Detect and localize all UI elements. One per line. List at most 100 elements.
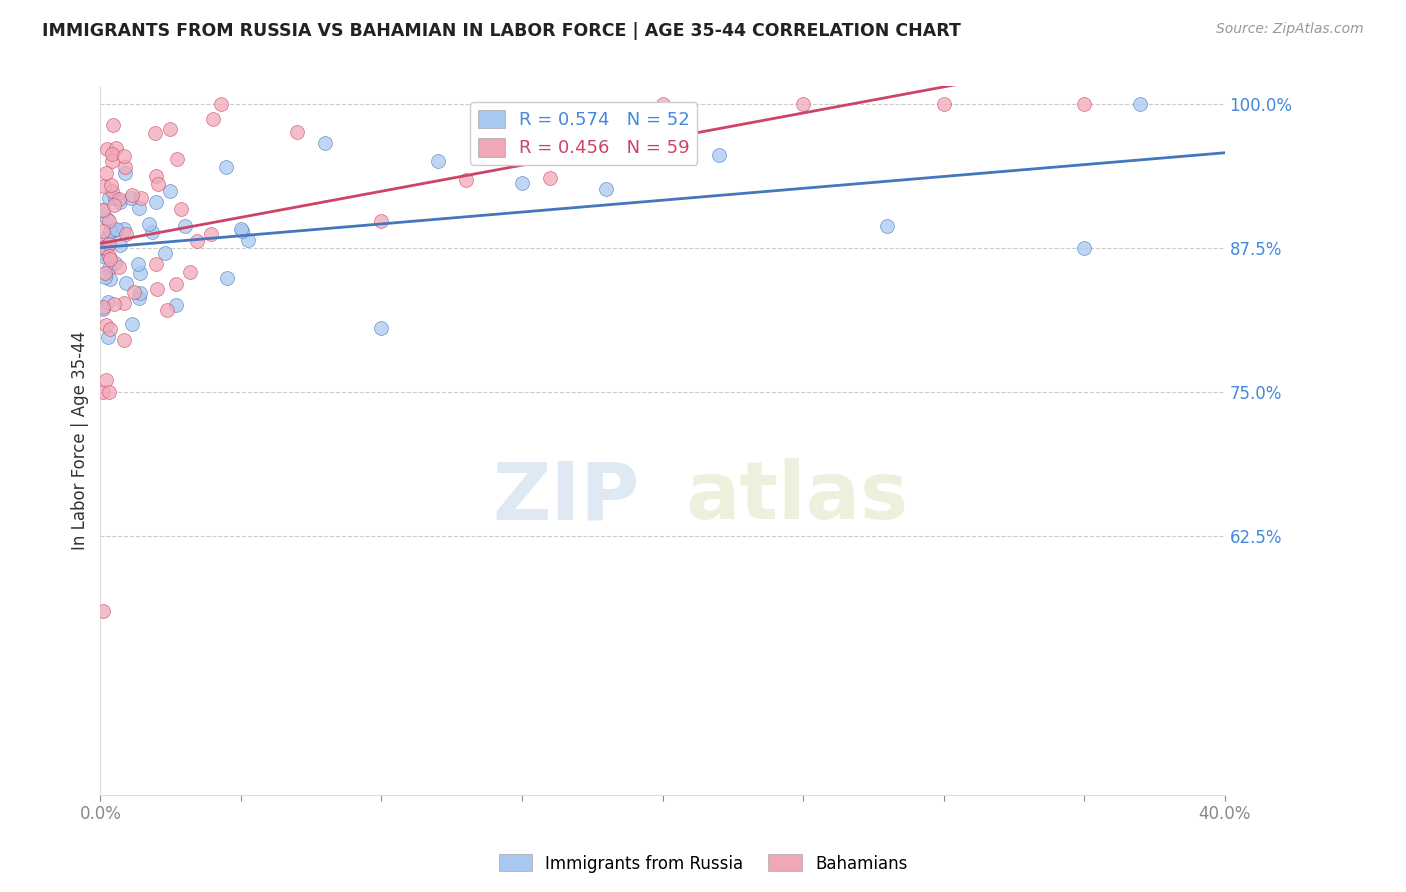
- Point: [91, 202, 114, 217]
- Point: [932, 96, 955, 111]
- Point: [96, 330, 118, 344]
- Point: [97, 294, 120, 309]
- Point: [170, 202, 193, 217]
- Text: Source: ZipAtlas.com: Source: ZipAtlas.com: [1216, 22, 1364, 37]
- Point: [165, 298, 187, 312]
- Point: [166, 152, 188, 166]
- Legend: R = 0.574   N = 52, R = 0.456   N = 59: R = 0.574 N = 52, R = 0.456 N = 59: [471, 103, 697, 165]
- Point: [146, 177, 169, 191]
- Point: [792, 96, 814, 111]
- Point: [1129, 96, 1152, 111]
- Point: [209, 96, 232, 111]
- Point: [107, 192, 129, 206]
- Point: [1073, 96, 1095, 111]
- Point: [165, 277, 187, 291]
- Point: [174, 219, 197, 234]
- Point: [141, 225, 163, 239]
- Point: [104, 222, 127, 236]
- Point: [94, 373, 117, 387]
- Point: [186, 234, 208, 248]
- Point: [159, 185, 181, 199]
- Point: [129, 266, 152, 280]
- Point: [94, 241, 117, 255]
- Point: [101, 184, 124, 198]
- Point: [91, 300, 114, 314]
- Text: ZIP: ZIP: [492, 458, 640, 536]
- Point: [138, 217, 160, 231]
- Point: [98, 237, 121, 252]
- Point: [93, 179, 115, 194]
- Point: [510, 176, 533, 190]
- Point: [100, 272, 122, 286]
- Point: [100, 147, 122, 161]
- Point: [96, 318, 118, 333]
- Point: [115, 227, 138, 241]
- Point: [179, 265, 201, 279]
- Point: [108, 260, 131, 274]
- Point: [96, 142, 118, 156]
- Point: [103, 198, 125, 212]
- Point: [114, 296, 136, 310]
- Point: [96, 211, 118, 226]
- Point: [128, 201, 150, 215]
- Point: [104, 141, 127, 155]
- Point: [217, 271, 239, 285]
- Point: [104, 191, 127, 205]
- Point: [156, 303, 179, 318]
- Point: [538, 171, 561, 186]
- Point: [707, 147, 730, 161]
- Point: [103, 119, 125, 133]
- Point: [127, 257, 149, 271]
- Point: [454, 173, 477, 187]
- Point: [200, 227, 222, 241]
- Point: [93, 269, 115, 284]
- Point: [153, 245, 176, 260]
- Point: [215, 160, 238, 174]
- Point: [128, 286, 150, 301]
- Point: [91, 240, 114, 254]
- Point: [145, 169, 167, 183]
- Point: [1073, 241, 1095, 255]
- Point: [121, 187, 143, 202]
- Point: [236, 233, 259, 247]
- Point: [94, 166, 117, 180]
- Point: [91, 604, 114, 618]
- Point: [104, 256, 127, 270]
- Point: [229, 222, 252, 236]
- Point: [128, 292, 150, 306]
- Point: [98, 224, 121, 238]
- Point: [96, 230, 118, 244]
- Legend: Immigrants from Russia, Bahamians: Immigrants from Russia, Bahamians: [492, 847, 914, 880]
- Point: [231, 224, 253, 238]
- Point: [876, 219, 898, 234]
- Point: [201, 112, 224, 127]
- Point: [108, 238, 131, 252]
- Point: [100, 178, 122, 193]
- Point: [112, 149, 135, 163]
- Point: [104, 222, 127, 236]
- Point: [98, 252, 121, 266]
- Point: [370, 321, 392, 335]
- Point: [143, 126, 166, 140]
- Point: [115, 276, 138, 290]
- Point: [314, 136, 336, 151]
- Point: [112, 222, 135, 236]
- Point: [91, 249, 114, 263]
- Point: [91, 241, 114, 255]
- Point: [114, 161, 136, 175]
- Point: [121, 318, 143, 332]
- Point: [91, 202, 114, 217]
- Point: [122, 285, 145, 299]
- Text: IMMIGRANTS FROM RUSSIA VS BAHAMIAN IN LABOR FORCE | AGE 35-44 CORRELATION CHART: IMMIGRANTS FROM RUSSIA VS BAHAMIAN IN LA…: [42, 22, 962, 40]
- Point: [97, 191, 120, 205]
- Point: [103, 297, 125, 311]
- Point: [97, 260, 120, 275]
- Point: [285, 125, 308, 139]
- Y-axis label: In Labor Force | Age 35-44: In Labor Force | Age 35-44: [72, 331, 89, 550]
- Point: [651, 96, 673, 111]
- Point: [159, 122, 181, 136]
- Point: [145, 256, 167, 270]
- Point: [120, 191, 142, 205]
- Point: [114, 166, 136, 180]
- Point: [91, 384, 114, 399]
